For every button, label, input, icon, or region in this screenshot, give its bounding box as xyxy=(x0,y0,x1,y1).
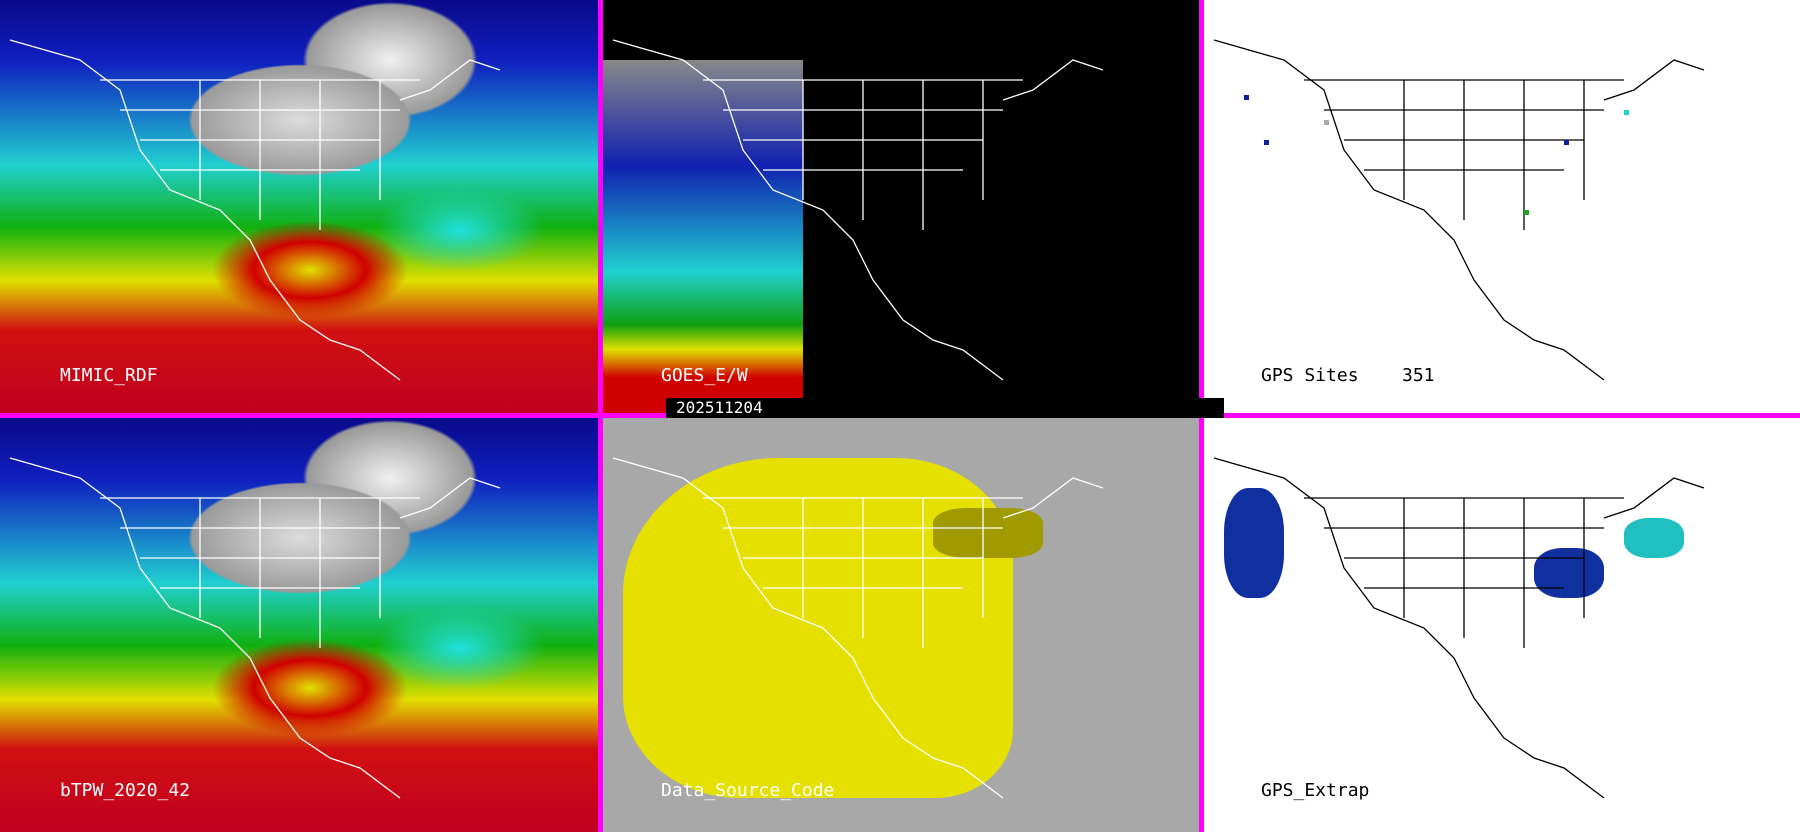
panel-data-source-code: Data_Source_Code xyxy=(603,418,1199,832)
gps-site-marker xyxy=(1624,110,1629,115)
panel-label: GPS_Extrap xyxy=(1261,780,1370,801)
panel-label: bTPW_2020_42 xyxy=(60,780,191,801)
panel-label: MIMIC_RDF xyxy=(60,365,158,386)
map-outline xyxy=(1213,39,1705,381)
panel-label: GOES_E/W xyxy=(661,365,748,386)
panel-mimic-rdf: MIMIC_RDF xyxy=(0,0,598,413)
gps-site-marker xyxy=(1564,140,1569,145)
panel-goes-ew: GOES_E/W xyxy=(603,0,1199,413)
panel-label: Data_Source_Code xyxy=(661,780,835,801)
panel-gps-sites: GPS Sites 351 xyxy=(1204,0,1800,413)
panel-btpw: bTPW_2020_42 xyxy=(0,418,598,832)
panel-gps-extrap: GPS_Extrap xyxy=(1204,418,1800,832)
timestamp-bar: 202511204 xyxy=(666,398,1224,418)
extrap-region xyxy=(1224,488,1284,598)
map-outline xyxy=(612,39,1104,381)
extrap-region xyxy=(1624,518,1684,558)
map-outline xyxy=(612,457,1104,799)
source-field-alt xyxy=(933,508,1043,558)
gps-site-marker xyxy=(1324,120,1329,125)
map-outline xyxy=(9,457,501,799)
extrap-region xyxy=(1534,548,1604,598)
gps-site-marker xyxy=(1244,95,1249,100)
gps-site-count: 351 xyxy=(1402,365,1435,386)
gps-site-marker xyxy=(1524,210,1529,215)
gps-site-marker xyxy=(1264,140,1269,145)
panel-label: GPS Sites xyxy=(1261,365,1359,386)
satellite-field xyxy=(603,60,803,413)
map-outline xyxy=(1213,457,1705,799)
map-outline xyxy=(9,39,501,381)
